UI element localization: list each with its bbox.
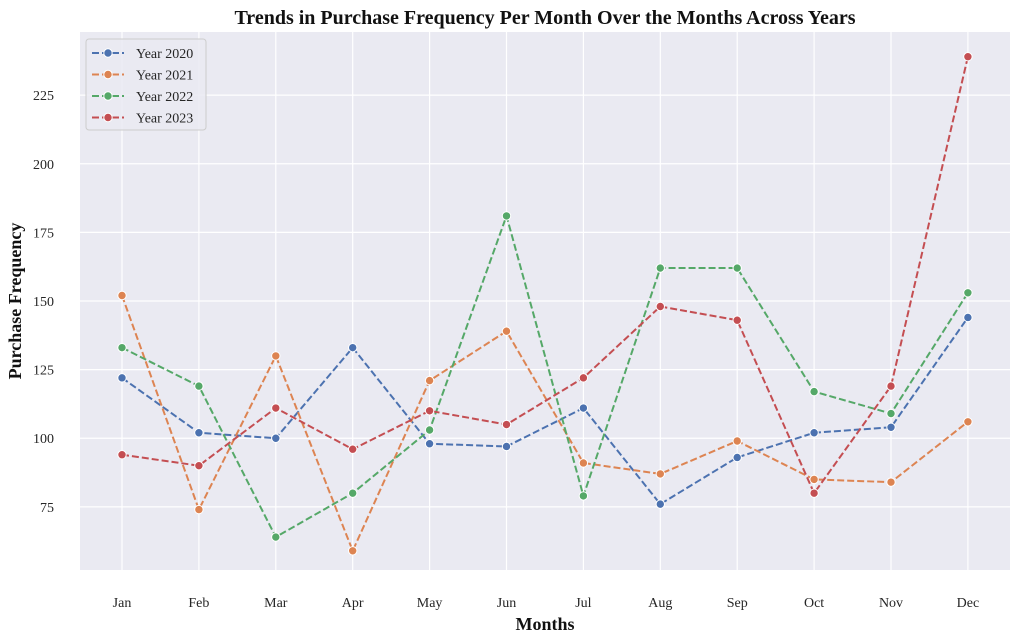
legend-label: Year 2022 (136, 90, 193, 105)
data-point (194, 428, 204, 438)
data-point (809, 488, 819, 498)
x-tick-label: Jul (575, 596, 591, 611)
data-point (501, 441, 512, 452)
x-tick-label: Mar (264, 596, 288, 611)
x-tick-label: Sep (727, 596, 748, 611)
data-point (963, 417, 973, 427)
legend-label: Year 2021 (136, 69, 193, 84)
data-point (501, 419, 512, 430)
data-point (271, 532, 281, 542)
data-point (886, 477, 896, 487)
data-point (271, 351, 281, 361)
data-point (886, 422, 896, 432)
x-tick-label: Jun (497, 596, 516, 611)
data-point (732, 263, 742, 273)
data-point (886, 381, 896, 391)
data-point (348, 342, 358, 353)
series-line (121, 212, 969, 539)
x-axis-ticks: Jan Feb Mar Apr May Jun Jul Aug Sep Oct Nov Dec (113, 596, 980, 611)
data-point (348, 488, 358, 498)
y-axis-label: Purchase Frequency (5, 223, 25, 380)
data-point (963, 52, 973, 62)
x-tick-label: Dec (957, 596, 980, 611)
data-point (117, 450, 127, 460)
data-point (732, 452, 742, 463)
legend: Year 2020 Year 2021 Year 2022 Year 2023 (85, 38, 207, 131)
data-point (348, 444, 358, 454)
data-point (809, 428, 819, 438)
y-tick-label: 175 (33, 226, 54, 241)
data-point (886, 408, 896, 419)
x-tick-label: May (417, 596, 443, 611)
y-axis-ticks: 75 100 125 150 175 200 225 (33, 89, 54, 516)
chart-title: Trends in Purchase Frequency Per Month O… (234, 7, 855, 29)
legend-marker (103, 69, 113, 80)
data-point (271, 403, 281, 413)
x-tick-label: Jan (113, 596, 132, 611)
data-point (117, 342, 127, 353)
data-point (117, 373, 127, 383)
data-point (424, 406, 435, 416)
series-year-2020 (117, 312, 973, 509)
data-point (578, 458, 589, 468)
data-point (578, 373, 589, 383)
data-point (809, 474, 819, 485)
series-year-2023 (117, 52, 973, 498)
series-line (121, 295, 969, 554)
data-point (501, 211, 512, 221)
series-year-2021 (117, 290, 973, 556)
data-point (194, 504, 204, 515)
data-point (732, 315, 742, 325)
data-point (963, 288, 973, 298)
data-point (655, 301, 665, 312)
data-point (655, 263, 665, 273)
data-point (732, 436, 742, 446)
data-point (348, 546, 358, 556)
data-point (578, 491, 589, 501)
y-tick-label: 125 (33, 364, 54, 379)
legend-box (85, 38, 207, 131)
series-line (121, 56, 969, 496)
legend-label: Year 2023 (136, 112, 193, 127)
y-tick-label: 200 (33, 158, 54, 173)
series-group (117, 52, 973, 556)
legend-marker (103, 91, 113, 101)
x-tick-label: Oct (804, 596, 824, 611)
data-point (424, 439, 435, 449)
legend-marker (103, 112, 113, 123)
y-tick-label: 150 (33, 295, 54, 310)
x-tick-label: Apr (342, 596, 364, 611)
data-point (194, 460, 204, 471)
x-tick-label: Aug (648, 596, 672, 611)
data-point (655, 499, 665, 509)
y-tick-label: 75 (40, 501, 54, 516)
y-tick-label: 225 (33, 89, 54, 104)
data-point (963, 312, 973, 323)
data-point (271, 433, 281, 443)
data-point (655, 469, 665, 479)
legend-marker (103, 48, 113, 58)
y-tick-label: 100 (33, 432, 54, 447)
data-point (424, 425, 435, 435)
series-line (121, 316, 969, 506)
data-point (194, 381, 204, 391)
x-axis-label: Months (515, 614, 574, 634)
legend-label: Year 2020 (136, 47, 193, 62)
x-tick-label: Nov (879, 596, 903, 611)
data-point (578, 403, 589, 413)
data-point (117, 290, 127, 301)
data-point (501, 326, 512, 336)
data-point (809, 386, 819, 397)
series-year-2022 (117, 211, 973, 542)
data-point (424, 375, 435, 386)
x-tick-label: Feb (188, 596, 209, 611)
